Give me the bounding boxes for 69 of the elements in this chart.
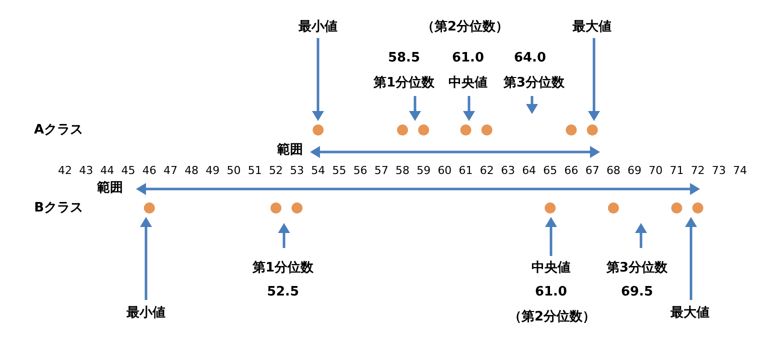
text: 中央値 — [448, 76, 488, 90]
text: 第1分位数 — [372, 76, 436, 90]
point — [481, 124, 492, 136]
text: 第1分位数 — [251, 260, 315, 276]
point — [460, 124, 472, 136]
point — [544, 202, 556, 214]
x-tick-label: 54 — [311, 164, 326, 177]
x-tick-label: 57 — [374, 164, 388, 177]
point — [692, 202, 704, 214]
point — [144, 202, 155, 214]
x-tick-label: 65 — [543, 164, 558, 177]
x-tick-label: 73 — [712, 164, 726, 177]
x-tick-label: 71 — [670, 164, 684, 177]
x-tick-label: 59 — [416, 164, 431, 177]
point — [608, 202, 619, 214]
x-tick-label: 69 — [628, 164, 642, 177]
y-tick-label: Aクラス — [34, 122, 83, 138]
x-tick-label: 67 — [585, 164, 600, 177]
text: 最大値 — [670, 306, 710, 320]
point — [292, 202, 303, 214]
x-tick-label: 74 — [733, 164, 747, 177]
x-tick-label: 56 — [353, 164, 368, 177]
text: 中央値 — [532, 260, 570, 276]
text: （第2分位数） — [508, 310, 596, 324]
x-tick-label: 66 — [564, 164, 578, 177]
x-tick-label: 52 — [268, 164, 283, 177]
text: 最大値 — [572, 20, 612, 34]
x-tick-label: 43 — [79, 164, 94, 177]
x-tick-label: 45 — [121, 164, 136, 177]
text: （第2分位数） — [421, 20, 509, 34]
text: 最小値 — [126, 306, 166, 320]
x-tick-label: 53 — [290, 164, 304, 177]
x-tick-label: 58 — [396, 164, 410, 177]
x-tick-label: 61 — [458, 164, 473, 177]
x-tick-label: 42 — [58, 164, 72, 177]
point — [566, 124, 577, 136]
text: 52.5 — [266, 284, 300, 300]
point — [397, 124, 408, 136]
x-tick-label: 50 — [226, 164, 241, 177]
x-tick-label: 51 — [248, 164, 262, 177]
point — [312, 124, 324, 136]
x-tick-label: 64 — [522, 164, 536, 177]
point — [586, 124, 598, 136]
point — [418, 124, 430, 136]
x-tick-label: 48 — [184, 164, 199, 177]
annotation: 範囲 — [276, 142, 303, 158]
x-tick-label: 55 — [332, 164, 346, 177]
x-tick-label: 62 — [480, 164, 494, 177]
text: 第3分位数 — [502, 76, 566, 90]
annotation: 範囲 — [96, 180, 123, 196]
text: 61.0 — [452, 50, 484, 66]
y-tick-label: Bクラス — [34, 200, 83, 216]
text: 61.0 — [534, 284, 568, 300]
point — [671, 202, 682, 214]
x-tick-label: 70 — [648, 164, 663, 177]
x-tick-label: 47 — [163, 164, 178, 177]
text: 58.5 — [388, 50, 420, 66]
text: 64.0 — [514, 50, 546, 66]
x-tick-label: 44 — [100, 164, 114, 177]
x-tick-label: 60 — [438, 164, 452, 177]
text: 69.5 — [620, 284, 654, 300]
point — [270, 202, 282, 214]
text: 第3分位数 — [605, 260, 669, 276]
x-tick-label: 72 — [690, 164, 705, 177]
x-tick-label: 68 — [606, 164, 620, 177]
x-tick-label: 49 — [206, 164, 220, 177]
x-tick-label: 63 — [500, 164, 515, 177]
x-tick-label: 46 — [142, 164, 156, 177]
text: 最小値 — [298, 20, 338, 34]
